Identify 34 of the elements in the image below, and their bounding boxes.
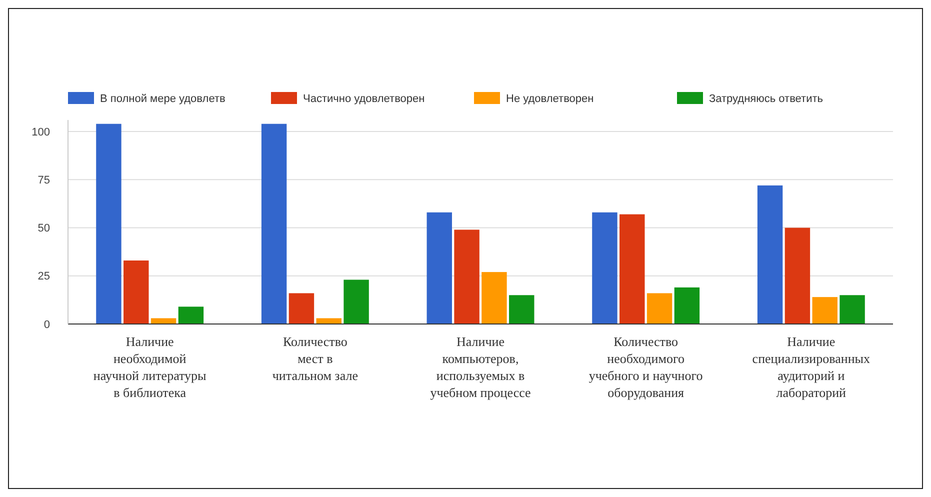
- bar: [757, 185, 783, 324]
- bar: [426, 212, 452, 324]
- legend-label: Не удовлетворен: [506, 92, 594, 105]
- bar: [812, 297, 838, 324]
- legend-label: Частично удовлетворен: [303, 92, 425, 105]
- bar: [620, 214, 645, 324]
- y-tick-label: 100: [32, 126, 50, 138]
- bar: [646, 293, 672, 324]
- x-tick-label: Количество мест в читальном зале: [272, 334, 358, 383]
- bar: [482, 272, 507, 324]
- bar: [592, 212, 618, 324]
- legend-label: В полной мере удовлетв: [100, 92, 226, 105]
- bar: [840, 295, 865, 324]
- bar: [178, 306, 204, 324]
- bar: [124, 260, 149, 324]
- x-tick-label: Наличие специализированных аудиторий и лабораторий: [752, 334, 871, 400]
- y-tick-label: 75: [38, 174, 50, 187]
- legend-label: Затрудняюсь ответить: [709, 92, 824, 105]
- bar: [261, 124, 287, 324]
- bar: [784, 228, 810, 324]
- bar: [288, 293, 314, 324]
- x-tick-label: Количество необходимого учебного и научного оборудования: [588, 334, 703, 400]
- y-tick-label: 0: [44, 318, 50, 331]
- y-tick-label: 25: [38, 270, 50, 283]
- bar: [674, 287, 700, 324]
- bar: [509, 295, 534, 324]
- y-tick-label: 50: [38, 222, 50, 235]
- bar: [96, 124, 122, 324]
- x-tick-label: Наличие компьютеров, используемых в учебном процессе: [430, 334, 532, 400]
- bar: [454, 230, 480, 324]
- bar: [150, 318, 176, 324]
- x-tick-label: Наличие необходимой научной литературы в библиотека: [93, 334, 207, 400]
- bar: [344, 280, 369, 324]
- bar: [316, 318, 342, 324]
